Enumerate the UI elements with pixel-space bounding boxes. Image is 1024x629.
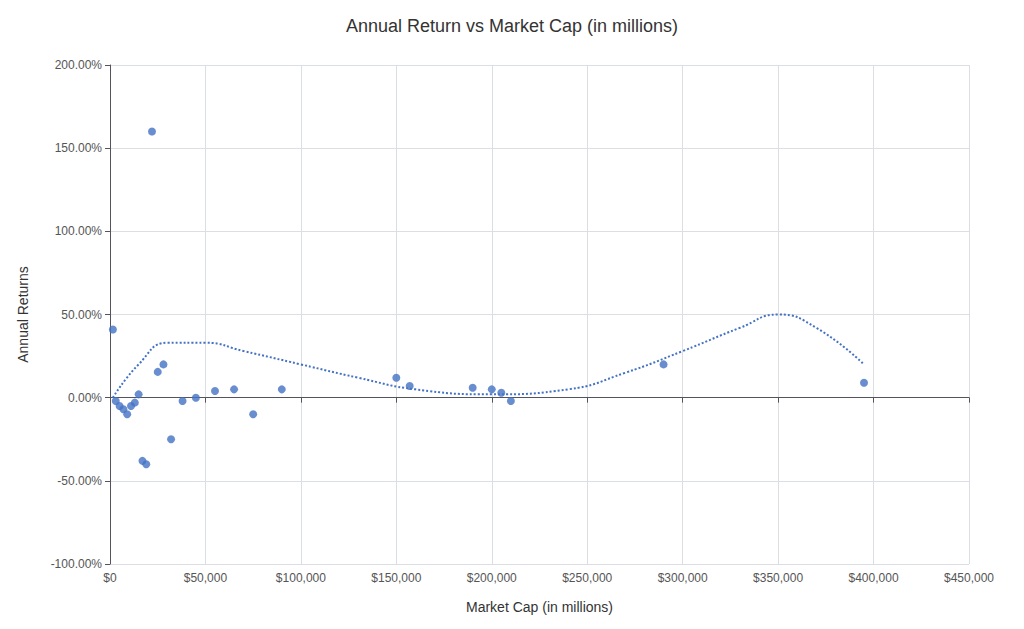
svg-text:100.00%: 100.00%	[55, 224, 103, 238]
svg-text:Annual Returns: Annual Returns	[15, 266, 31, 363]
svg-text:150.00%: 150.00%	[55, 141, 103, 155]
svg-text:-50.00%: -50.00%	[57, 474, 102, 488]
svg-text:200.00%: 200.00%	[55, 58, 103, 72]
svg-text:$400,000: $400,000	[849, 571, 899, 585]
svg-text:0.00%: 0.00%	[68, 391, 102, 405]
svg-text:Market Cap (in millions): Market Cap (in millions)	[466, 599, 613, 615]
svg-text:$100,000: $100,000	[276, 571, 326, 585]
svg-text:$0: $0	[103, 571, 117, 585]
svg-text:$200,000: $200,000	[467, 571, 517, 585]
svg-text:$250,000: $250,000	[562, 571, 612, 585]
svg-text:$50,000: $50,000	[184, 571, 228, 585]
svg-text:$350,000: $350,000	[753, 571, 803, 585]
svg-text:50.00%: 50.00%	[61, 308, 102, 322]
svg-text:$150,000: $150,000	[371, 571, 421, 585]
svg-text:$300,000: $300,000	[658, 571, 708, 585]
svg-text:-100.00%: -100.00%	[51, 557, 103, 571]
svg-text:$450,000: $450,000	[944, 571, 994, 585]
svg-text:Annual Return vs Market Cap (i: Annual Return vs Market Cap (in millions…	[346, 16, 678, 36]
